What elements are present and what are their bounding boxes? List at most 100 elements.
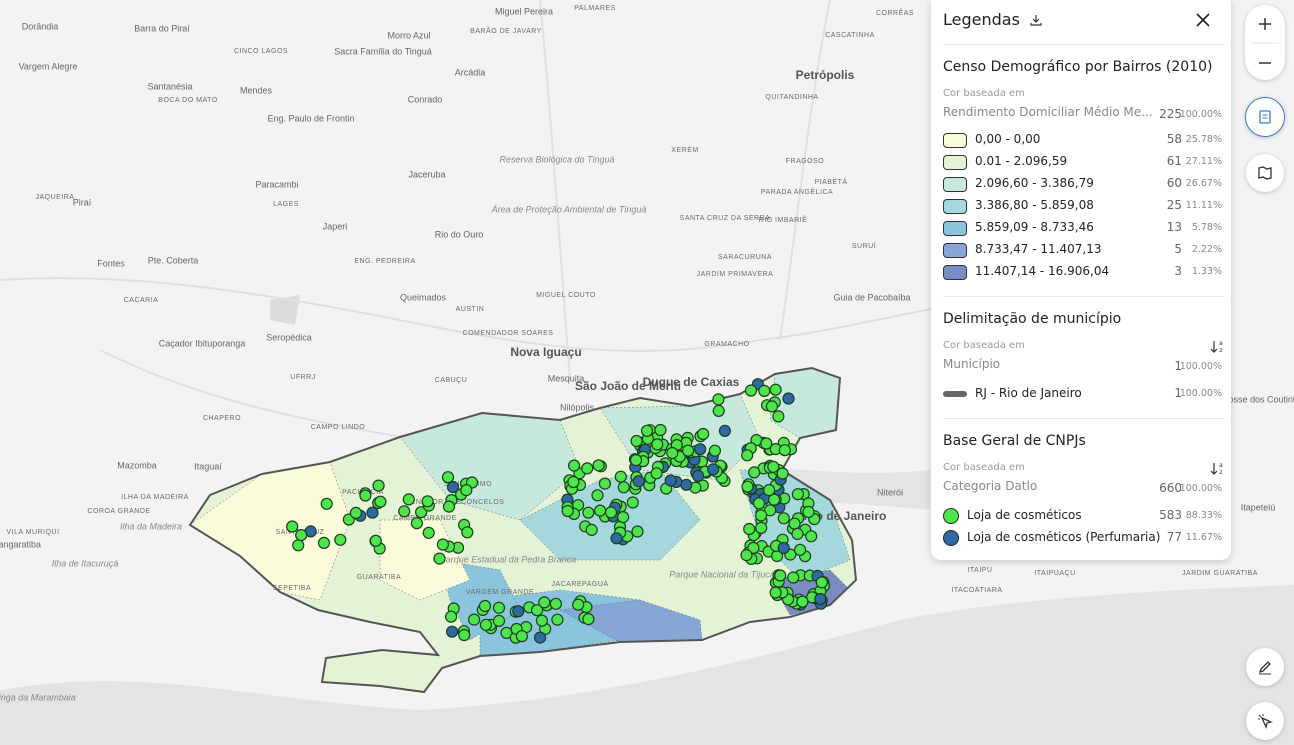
- business-point[interactable]: [814, 592, 827, 606]
- business-point[interactable]: [718, 424, 732, 437]
- business-point[interactable]: [793, 543, 807, 556]
- legend-button[interactable]: [1245, 97, 1285, 137]
- business-point[interactable]: [317, 536, 331, 550]
- business-point[interactable]: [295, 528, 308, 542]
- business-point[interactable]: [777, 512, 790, 525]
- business-point[interactable]: [712, 393, 725, 406]
- business-point[interactable]: [774, 569, 787, 582]
- business-point[interactable]: [398, 505, 411, 518]
- sort-button[interactable]: az: [1210, 340, 1224, 354]
- business-point[interactable]: [630, 434, 643, 448]
- business-point[interactable]: [515, 630, 529, 643]
- business-point[interactable]: [446, 481, 460, 494]
- business-point[interactable]: [561, 504, 574, 518]
- business-point[interactable]: [787, 571, 800, 584]
- business-point[interactable]: [632, 475, 645, 488]
- business-point[interactable]: [598, 477, 612, 490]
- business-point[interactable]: [334, 533, 347, 546]
- business-point[interactable]: [752, 497, 766, 510]
- business-point[interactable]: [760, 437, 773, 450]
- business-point[interactable]: [369, 534, 382, 547]
- business-point[interactable]: [604, 506, 618, 519]
- business-point[interactable]: [610, 532, 623, 545]
- business-point[interactable]: [758, 384, 771, 397]
- business-point[interactable]: [782, 392, 795, 405]
- business-point[interactable]: [551, 613, 564, 626]
- business-point[interactable]: [286, 520, 299, 533]
- business-point[interactable]: [741, 449, 754, 462]
- business-point[interactable]: [567, 475, 580, 489]
- business-point[interactable]: [767, 493, 781, 506]
- business-point[interactable]: [538, 596, 551, 609]
- business-point[interactable]: [460, 484, 473, 497]
- business-point[interactable]: [446, 625, 459, 638]
- business-point[interactable]: [743, 522, 756, 536]
- business-point[interactable]: [478, 599, 492, 613]
- business-point[interactable]: [629, 454, 643, 467]
- business-point[interactable]: [433, 552, 446, 565]
- business-point[interactable]: [631, 525, 644, 538]
- business-point[interactable]: [754, 509, 768, 522]
- business-point[interactable]: [778, 444, 791, 457]
- business-point[interactable]: [744, 384, 758, 397]
- business-point[interactable]: [468, 613, 481, 626]
- business-point[interactable]: [572, 598, 585, 611]
- business-point[interactable]: [461, 526, 474, 539]
- business-point[interactable]: [402, 493, 415, 506]
- business-point[interactable]: [681, 444, 695, 457]
- select-button[interactable]: [1246, 702, 1284, 740]
- business-point[interactable]: [788, 517, 801, 530]
- business-point[interactable]: [374, 495, 387, 508]
- business-point[interactable]: [666, 446, 679, 460]
- business-point[interactable]: [772, 410, 785, 423]
- business-point[interactable]: [617, 481, 630, 494]
- business-point[interactable]: [436, 538, 449, 551]
- business-point[interactable]: [581, 462, 594, 475]
- business-point[interactable]: [815, 576, 828, 589]
- business-point[interactable]: [769, 383, 782, 396]
- business-point[interactable]: [767, 460, 780, 473]
- business-point[interactable]: [765, 400, 779, 413]
- business-point[interactable]: [707, 463, 720, 476]
- business-point[interactable]: [741, 480, 754, 493]
- business-point[interactable]: [567, 459, 581, 472]
- business-point[interactable]: [492, 614, 506, 628]
- business-point[interactable]: [748, 466, 761, 479]
- business-point[interactable]: [479, 618, 492, 631]
- business-point[interactable]: [651, 438, 664, 451]
- business-point[interactable]: [585, 523, 598, 537]
- business-point[interactable]: [591, 489, 604, 502]
- business-point[interactable]: [535, 614, 549, 627]
- business-point[interactable]: [805, 530, 818, 543]
- business-point[interactable]: [421, 495, 434, 508]
- zoom-in[interactable]: [1259, 18, 1271, 30]
- business-point[interactable]: [442, 500, 456, 513]
- business-point[interactable]: [626, 496, 639, 509]
- business-point[interactable]: [654, 423, 667, 437]
- business-point[interactable]: [796, 595, 809, 608]
- business-point[interactable]: [441, 471, 455, 484]
- business-point[interactable]: [320, 497, 333, 510]
- draw-button[interactable]: [1246, 648, 1284, 686]
- business-point[interactable]: [492, 601, 506, 614]
- business-point[interactable]: [802, 505, 815, 518]
- business-point[interactable]: [640, 424, 654, 437]
- business-point[interactable]: [650, 467, 663, 480]
- business-point[interactable]: [593, 504, 607, 517]
- business-point[interactable]: [592, 459, 605, 472]
- business-point[interactable]: [582, 506, 595, 519]
- business-point[interactable]: [582, 612, 595, 626]
- close-button[interactable]: [1196, 13, 1210, 27]
- business-point[interactable]: [359, 489, 372, 502]
- business-point[interactable]: [708, 444, 722, 457]
- business-point[interactable]: [680, 478, 693, 491]
- business-point[interactable]: [349, 506, 362, 520]
- business-point[interactable]: [415, 506, 428, 519]
- business-point[interactable]: [549, 597, 563, 610]
- business-point[interactable]: [372, 479, 385, 492]
- business-point[interactable]: [769, 586, 782, 599]
- business-point[interactable]: [755, 521, 768, 535]
- sort-button[interactable]: az: [1210, 462, 1224, 476]
- business-point[interactable]: [691, 469, 705, 482]
- business-point[interactable]: [791, 527, 804, 541]
